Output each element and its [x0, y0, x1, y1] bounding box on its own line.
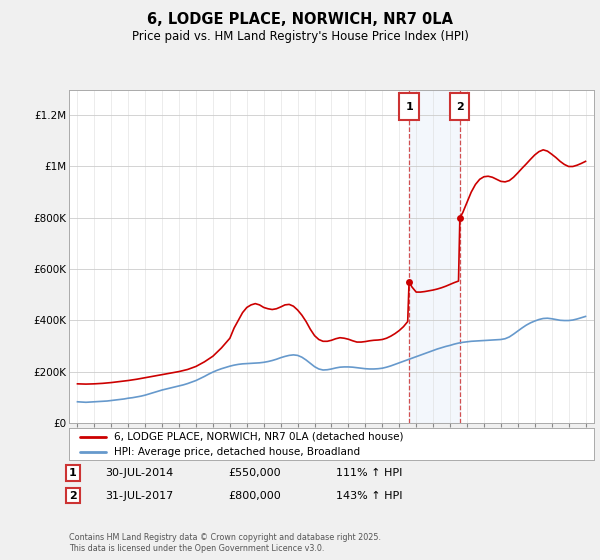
Text: HPI: Average price, detached house, Broadland: HPI: Average price, detached house, Broa…	[113, 446, 360, 456]
Text: 6, LODGE PLACE, NORWICH, NR7 0LA: 6, LODGE PLACE, NORWICH, NR7 0LA	[147, 12, 453, 27]
Text: Price paid vs. HM Land Registry's House Price Index (HPI): Price paid vs. HM Land Registry's House …	[131, 30, 469, 43]
Bar	[409, 90, 460, 423]
Text: 111% ↑ HPI: 111% ↑ HPI	[336, 468, 403, 478]
Text: £800,000: £800,000	[228, 491, 281, 501]
Text: 31-JUL-2017: 31-JUL-2017	[105, 491, 173, 501]
Text: 2: 2	[456, 102, 464, 112]
Text: 6, LODGE PLACE, NORWICH, NR7 0LA (detached house): 6, LODGE PLACE, NORWICH, NR7 0LA (detach…	[113, 432, 403, 442]
Text: £550,000: £550,000	[228, 468, 281, 478]
Text: 1: 1	[405, 102, 413, 112]
Text: 30-JUL-2014: 30-JUL-2014	[105, 468, 173, 478]
Text: Contains HM Land Registry data © Crown copyright and database right 2025.
This d: Contains HM Land Registry data © Crown c…	[69, 533, 381, 553]
Text: 2: 2	[69, 491, 77, 501]
Text: 143% ↑ HPI: 143% ↑ HPI	[336, 491, 403, 501]
Text: 1: 1	[69, 468, 77, 478]
